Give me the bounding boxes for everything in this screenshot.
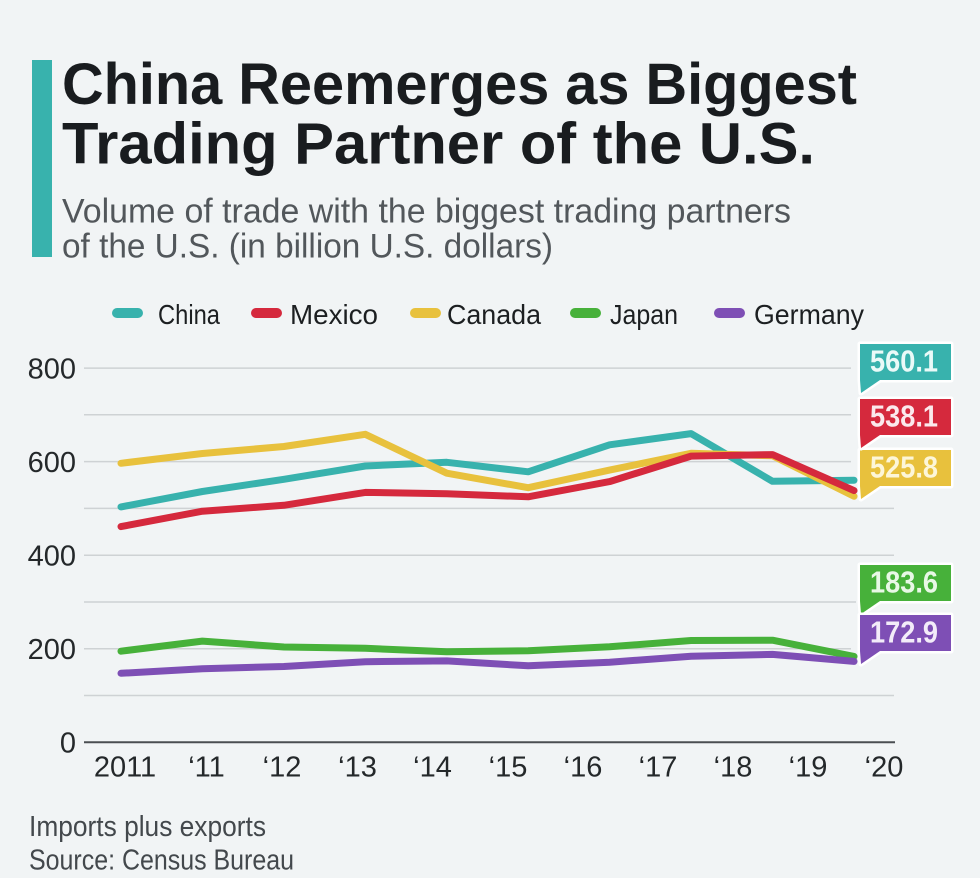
svg-text:‘12: ‘12 bbox=[263, 752, 302, 784]
svg-text:0: 0 bbox=[60, 728, 76, 760]
svg-text:Japan: Japan bbox=[610, 299, 678, 330]
svg-text:560.1: 560.1 bbox=[870, 344, 938, 379]
svg-text:Germany: Germany bbox=[754, 299, 864, 330]
svg-text:Mexico: Mexico bbox=[290, 299, 378, 330]
svg-text:‘15: ‘15 bbox=[489, 752, 528, 784]
svg-text:600: 600 bbox=[28, 447, 76, 479]
svg-text:200: 200 bbox=[28, 634, 76, 666]
svg-text:‘20: ‘20 bbox=[865, 752, 904, 784]
svg-text:Source: Census Bureau: Source: Census Bureau bbox=[29, 844, 294, 876]
svg-text:172.9: 172.9 bbox=[870, 615, 938, 650]
svg-text:‘18: ‘18 bbox=[714, 752, 753, 784]
svg-text:China Reemerges as Biggest: China Reemerges as Biggest bbox=[62, 52, 857, 117]
svg-text:538.1: 538.1 bbox=[870, 399, 938, 434]
svg-text:Imports plus exports: Imports plus exports bbox=[29, 811, 266, 843]
svg-text:‘19: ‘19 bbox=[789, 752, 828, 784]
svg-text:Volume of trade with the bigge: Volume of trade with the biggest trading… bbox=[62, 193, 791, 231]
svg-text:‘14: ‘14 bbox=[413, 752, 452, 784]
svg-text:China: China bbox=[158, 299, 220, 330]
svg-text:‘11: ‘11 bbox=[188, 752, 225, 784]
svg-text:2011: 2011 bbox=[94, 752, 156, 784]
svg-text:183.6: 183.6 bbox=[870, 565, 938, 600]
svg-text:Canada: Canada bbox=[447, 299, 541, 330]
svg-text:‘13: ‘13 bbox=[338, 752, 377, 784]
svg-text:400: 400 bbox=[28, 541, 76, 573]
svg-text:Trading Partner of the U.S.: Trading Partner of the U.S. bbox=[62, 112, 815, 177]
svg-text:of the U.S. (in billion U.S. d: of the U.S. (in billion U.S. dollars) bbox=[62, 228, 553, 266]
svg-text:‘17: ‘17 bbox=[639, 752, 678, 784]
svg-text:525.8: 525.8 bbox=[870, 450, 938, 485]
svg-text:‘16: ‘16 bbox=[564, 752, 603, 784]
svg-text:800: 800 bbox=[28, 354, 76, 386]
